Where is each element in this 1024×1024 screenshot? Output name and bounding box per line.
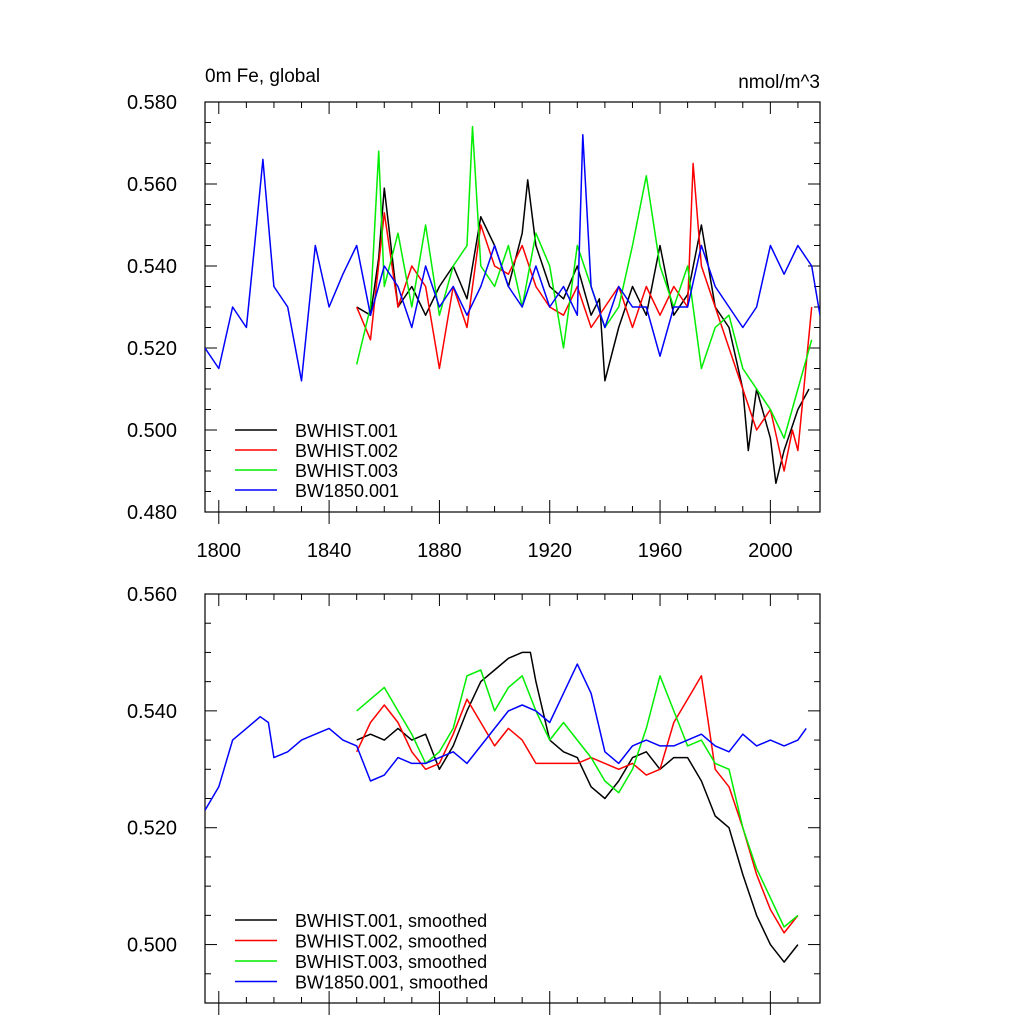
legend-label-0: BWHIST.001, smoothed <box>295 911 487 931</box>
series-line-0 <box>356 651 799 963</box>
series-line-1 <box>356 162 813 472</box>
legend-label-2: BWHIST.003 <box>295 461 398 481</box>
y-tick-label: 0.540 <box>127 256 177 278</box>
series-group <box>205 125 820 485</box>
series-line-1 <box>356 675 799 934</box>
chart-title-left: 0m Fe, global <box>205 66 320 87</box>
bottom-panel: 0.500 0.520 0.540 0.560 BWHIST.001, smoothed… <box>127 584 821 1015</box>
x-tick-label: 1960 <box>638 540 683 562</box>
legend-label-0: BWHIST.001 <box>295 421 398 441</box>
legend-label-1: BWHIST.002, smoothed <box>295 932 487 952</box>
legend-label-3: BW1850.001, smoothed <box>295 973 488 993</box>
series-line-3 <box>205 134 820 382</box>
x-tick-label: 1920 <box>527 540 572 562</box>
y-tick-label: 0.560 <box>127 174 177 196</box>
y-tick-label: 0.560 <box>127 584 177 606</box>
y-tick-label: 0.540 <box>127 701 177 723</box>
x-tick-label: 1880 <box>417 540 462 562</box>
x-tick-label: 1800 <box>197 540 242 562</box>
y-tick-label: 0.520 <box>127 818 177 840</box>
y-tick-label: 0.580 <box>127 92 177 114</box>
y-tick-label: 0.520 <box>127 338 177 360</box>
series-group <box>205 651 807 963</box>
legend-label-1: BWHIST.002 <box>295 441 398 461</box>
y-tick-label: 0.480 <box>127 502 177 524</box>
legend-label-2: BWHIST.003, smoothed <box>295 952 487 972</box>
y-tick-label: 0.500 <box>127 420 177 442</box>
series-line-3 <box>205 663 807 811</box>
x-tick-label: 2000 <box>748 540 793 562</box>
chart-title-right: nmol/m^3 <box>738 72 820 93</box>
x-tick-label: 1840 <box>307 540 352 562</box>
series-line-2 <box>356 669 799 928</box>
top-panel: 0.480 0.500 0.520 0.540 0.560 0.580 1800 1840 18… <box>127 66 821 562</box>
legend-label-3: BW1850.001 <box>295 481 399 501</box>
series-line-2 <box>355 125 813 439</box>
series-line-0 <box>356 179 810 485</box>
y-tick-label: 0.500 <box>127 935 177 957</box>
